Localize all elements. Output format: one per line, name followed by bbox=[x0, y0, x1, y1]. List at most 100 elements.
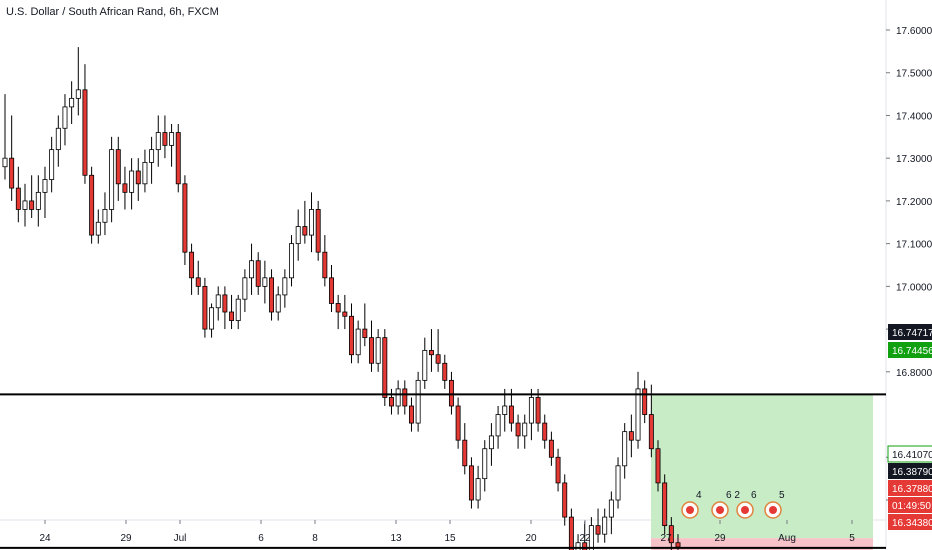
price-badge-text: 16.38790 bbox=[892, 467, 932, 478]
price-badge-text: 16.41070 bbox=[892, 450, 932, 461]
economic-event-flag bbox=[686, 506, 694, 514]
candle-down bbox=[9, 157, 15, 189]
candle-down bbox=[335, 303, 341, 313]
candle-down bbox=[568, 516, 574, 550]
candle-down bbox=[369, 337, 374, 364]
candle-up bbox=[295, 226, 301, 245]
candle-down bbox=[468, 465, 474, 501]
candle-down bbox=[389, 397, 394, 407]
candle-down bbox=[329, 277, 334, 304]
x-tick-label: 29 bbox=[120, 533, 132, 544]
candle-down bbox=[662, 482, 668, 527]
candle-down bbox=[122, 183, 128, 193]
price-badge bbox=[887, 445, 932, 463]
x-tick-label: 6 bbox=[258, 533, 264, 544]
price-badge bbox=[888, 324, 932, 340]
candle-up bbox=[35, 191, 41, 210]
economic-event-flag bbox=[741, 506, 749, 514]
y-tick-label: 17.60000 bbox=[896, 26, 932, 37]
candle-down bbox=[115, 149, 121, 185]
price-badge-text: 16.37880 bbox=[892, 484, 932, 495]
y-tick-label: 17.50000 bbox=[896, 69, 932, 80]
candle-down bbox=[382, 337, 388, 398]
candle-down bbox=[408, 405, 414, 424]
candle-down bbox=[508, 405, 514, 424]
x-tick-label: 29 bbox=[714, 533, 726, 544]
price-badge bbox=[888, 514, 932, 530]
candle-down bbox=[642, 388, 648, 415]
candle-down bbox=[542, 422, 548, 441]
candle-up bbox=[242, 277, 248, 300]
candle-down bbox=[302, 226, 308, 236]
candle-down bbox=[322, 251, 328, 279]
price-badge-text: 01:49:50 bbox=[892, 501, 931, 512]
x-tick-label: Jul bbox=[174, 533, 187, 544]
candle-up bbox=[249, 260, 255, 279]
candle-down bbox=[428, 350, 434, 356]
candle-up bbox=[142, 162, 148, 185]
x-tick-label: Aug bbox=[778, 533, 796, 544]
candle-down bbox=[89, 174, 95, 236]
candle-down bbox=[535, 397, 541, 424]
candle-up bbox=[209, 307, 215, 330]
candle-down bbox=[442, 362, 448, 381]
y-tick-label: 16.80000 bbox=[896, 368, 932, 379]
candle-down bbox=[435, 354, 441, 364]
x-tick-label: 8 bbox=[312, 533, 318, 544]
y-tick-label: 17.40000 bbox=[896, 111, 932, 122]
y-tick-label: 17.30000 bbox=[896, 154, 932, 165]
candle-up bbox=[55, 127, 61, 151]
price-badge-text: 16.74717 bbox=[892, 328, 932, 339]
price-badge-text: 16.74456 bbox=[892, 346, 932, 357]
candle-down bbox=[448, 379, 454, 407]
candle-down bbox=[195, 277, 201, 287]
candle-up bbox=[275, 294, 281, 313]
candle-up bbox=[375, 337, 381, 364]
candle-up bbox=[488, 435, 494, 450]
candle-up bbox=[502, 405, 508, 415]
price-badge-text: 16.34380 bbox=[892, 518, 932, 529]
candle-up bbox=[355, 328, 361, 356]
candle-down bbox=[675, 542, 681, 548]
economic-event-count: 6 2 bbox=[726, 490, 740, 501]
candle-up bbox=[149, 149, 155, 163]
x-tick-label: 22 bbox=[579, 533, 591, 544]
candle-up bbox=[588, 525, 594, 550]
candle-down bbox=[455, 405, 461, 441]
candle-down bbox=[135, 170, 141, 185]
candle-up bbox=[475, 478, 481, 501]
candle-up bbox=[282, 277, 288, 296]
candle-down bbox=[342, 311, 348, 317]
candle-down bbox=[175, 132, 181, 185]
economic-event-flag bbox=[716, 506, 724, 514]
x-tick-label: 15 bbox=[444, 533, 456, 544]
candle-down bbox=[668, 525, 674, 544]
economic-event-count: 5 bbox=[779, 490, 785, 501]
candle-up bbox=[2, 157, 8, 168]
economic-event-count: 6 bbox=[751, 490, 757, 501]
candle-down bbox=[189, 251, 195, 279]
candle-down bbox=[269, 277, 275, 313]
candle-up bbox=[608, 499, 614, 518]
candle-down bbox=[555, 456, 561, 484]
economic-event-flag bbox=[769, 506, 777, 514]
candle-down bbox=[182, 183, 188, 253]
price-badge bbox=[888, 497, 932, 513]
candle-down bbox=[222, 294, 228, 313]
candle-down bbox=[349, 315, 354, 356]
candle-up bbox=[635, 388, 641, 441]
y-tick-label: 17.20000 bbox=[896, 197, 932, 208]
candle-up bbox=[522, 422, 528, 437]
candle-up bbox=[95, 221, 101, 236]
y-tick-label: 17.00000 bbox=[896, 282, 932, 293]
candle-up bbox=[102, 209, 108, 223]
candle-up bbox=[49, 149, 55, 180]
candle-up bbox=[109, 149, 115, 210]
candle-down bbox=[255, 260, 261, 287]
candle-down bbox=[655, 448, 661, 484]
candle-up bbox=[495, 414, 501, 437]
x-tick-label: 13 bbox=[390, 533, 402, 544]
candle-up bbox=[309, 209, 314, 236]
candle-up bbox=[482, 448, 488, 480]
